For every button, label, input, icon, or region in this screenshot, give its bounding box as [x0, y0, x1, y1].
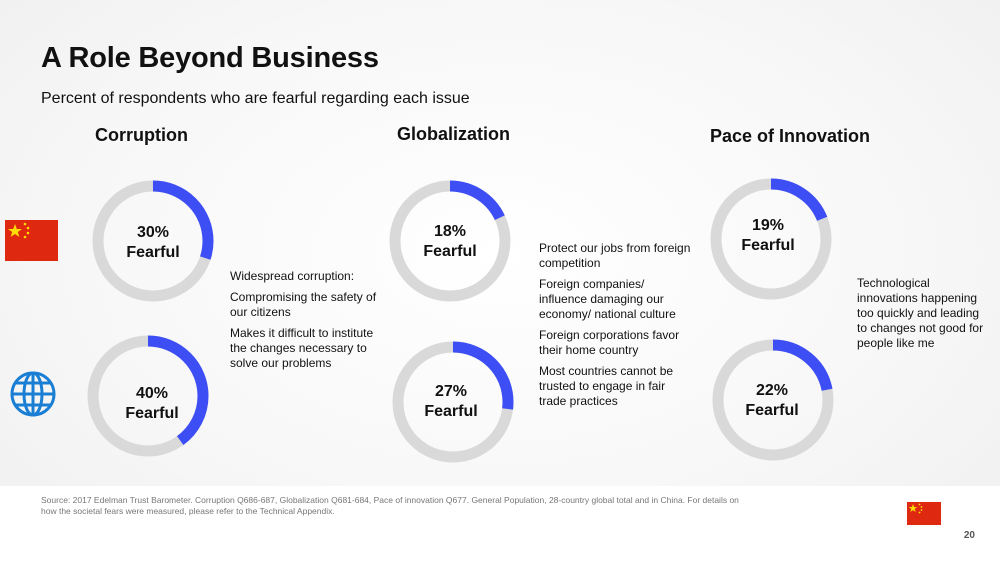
- donut-caption: Fearful: [423, 243, 477, 260]
- donut-globalization-global: [392, 341, 514, 463]
- annotation-line: Most countries cannot be trusted to enga…: [539, 364, 674, 408]
- donut-value: 19%: [751, 217, 785, 234]
- donut-innovation-china: [710, 178, 832, 300]
- donut-caption: Fearful: [126, 244, 180, 261]
- donut-arc: [710, 178, 832, 300]
- donut-arc: [392, 341, 514, 463]
- annotation-line: Foreign companies/ influence damaging ou…: [539, 277, 676, 321]
- donut-label-corruption-china: 30% Fearful: [113, 223, 193, 263]
- column-heading-globalization: Globalization: [397, 124, 511, 144]
- donut-innovation-global: [712, 339, 834, 461]
- source-note: Source: 2017 Edelman Trust Barometer. Co…: [41, 495, 739, 516]
- donut-value: 22%: [755, 382, 789, 399]
- page-number: 20: [963, 530, 975, 541]
- annotation-globalization: Protect our jobs from foreign competitio…: [539, 241, 694, 415]
- donut-caption: Fearful: [125, 405, 179, 422]
- globe-icon: [10, 371, 56, 417]
- page-title: A Role Beyond Business: [41, 42, 379, 74]
- china-flag-icon: [5, 220, 58, 261]
- donut-arc: [87, 335, 209, 457]
- donut-value: 18%: [433, 223, 467, 240]
- donut-corruption-global: [87, 335, 209, 457]
- donut-value: 40%: [135, 385, 169, 402]
- page-subtitle: Percent of respondents who are fearful r…: [41, 90, 470, 107]
- donut-label-globalization-china: 18% Fearful: [410, 222, 490, 262]
- footer: [0, 486, 1000, 563]
- donut-corruption-china: [92, 180, 214, 302]
- annotation-line: Protect our jobs from foreign competitio…: [539, 241, 691, 270]
- annotation-line: Compromising the safety of our citizens: [230, 290, 377, 319]
- donut-label-globalization-global: 27% Fearful: [411, 382, 491, 422]
- donut-caption: Fearful: [745, 402, 799, 419]
- annotation-innovation: Technological innovations happening too …: [857, 276, 985, 357]
- donut-globalization-china: [389, 180, 511, 302]
- annotation-line: Technological innovations happening too …: [857, 276, 984, 350]
- annotation-line: Foreign corporations favor their home co…: [539, 328, 680, 357]
- donut-caption: Fearful: [741, 237, 795, 254]
- donut-label-innovation-china: 19% Fearful: [728, 216, 808, 256]
- china-flag-icon: [907, 502, 941, 525]
- donut-value: 27%: [434, 383, 468, 400]
- donut-arc: [92, 180, 214, 302]
- donut-label-corruption-global: 40% Fearful: [112, 384, 192, 424]
- annotation-line: Widespread corruption:: [230, 269, 355, 283]
- column-heading-corruption: Corruption: [95, 125, 188, 145]
- annotation-line: Makes it difficult to institute the chan…: [230, 326, 374, 370]
- donut-caption: Fearful: [424, 403, 478, 420]
- column-heading-innovation: Pace of Innovation: [710, 126, 871, 146]
- donut-label-innovation-global: 22% Fearful: [732, 381, 812, 421]
- donut-arc: [712, 339, 834, 461]
- donut-value: 30%: [136, 224, 170, 241]
- annotation-corruption: Widespread corruption: Compromising the …: [230, 269, 380, 377]
- donut-arc: [389, 180, 511, 302]
